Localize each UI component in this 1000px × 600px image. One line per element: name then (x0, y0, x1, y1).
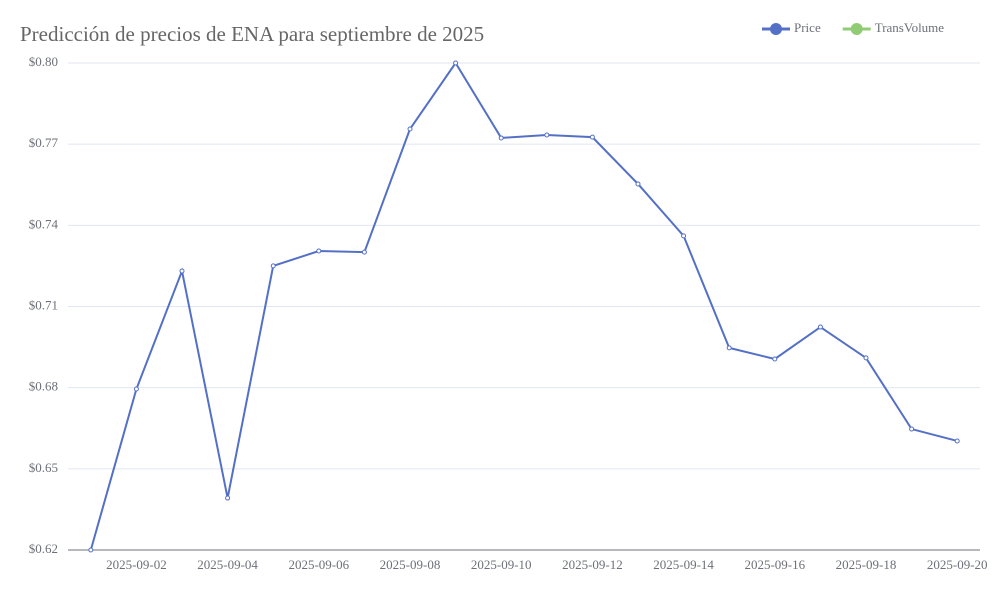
y-tick-label: $0.74 (29, 216, 59, 231)
x-tick-label: 2025-09-10 (471, 557, 532, 572)
legend-swatch (770, 23, 782, 35)
x-tick-label: 2025-09-12 (562, 557, 623, 572)
y-tick-label: $0.71 (29, 297, 58, 312)
point (453, 60, 459, 66)
point (179, 268, 185, 274)
legend-label: TransVolume (875, 20, 945, 35)
y-tick-label: $0.68 (29, 379, 58, 394)
point (909, 426, 915, 432)
legend-label: Price (794, 20, 821, 35)
point (270, 263, 276, 269)
point (225, 495, 231, 501)
point (133, 386, 139, 392)
point (316, 248, 322, 254)
point (589, 134, 595, 140)
point (817, 324, 823, 330)
point (681, 233, 687, 239)
point (726, 345, 732, 351)
x-tick-label: 2025-09-08 (380, 557, 441, 572)
y-tick-label: $0.65 (29, 460, 58, 475)
x-tick-label: 2025-09-02 (106, 557, 167, 572)
x-tick-label: 2025-09-04 (197, 557, 258, 572)
point (407, 126, 413, 132)
y-tick-label: $0.77 (29, 135, 59, 150)
point (954, 438, 960, 444)
point (361, 249, 367, 255)
point (88, 547, 94, 553)
point (498, 135, 504, 141)
series-line (89, 61, 958, 551)
chart-title: Predicción de precios de ENA para septie… (20, 22, 484, 46)
point (635, 181, 641, 187)
x-tick-label: 2025-09-06 (288, 557, 349, 572)
y-tick-label: $0.62 (29, 541, 58, 556)
x-tick-label: 2025-09-16 (744, 557, 805, 572)
x-tick-label: 2025-09-20 (927, 557, 988, 572)
x-tick-label: 2025-09-14 (653, 557, 714, 572)
x-tick-label: 2025-09-18 (836, 557, 897, 572)
point (772, 356, 778, 362)
point (544, 132, 550, 138)
y-tick-label: $0.80 (29, 54, 58, 69)
legend-swatch (850, 23, 863, 35)
point (863, 355, 869, 361)
